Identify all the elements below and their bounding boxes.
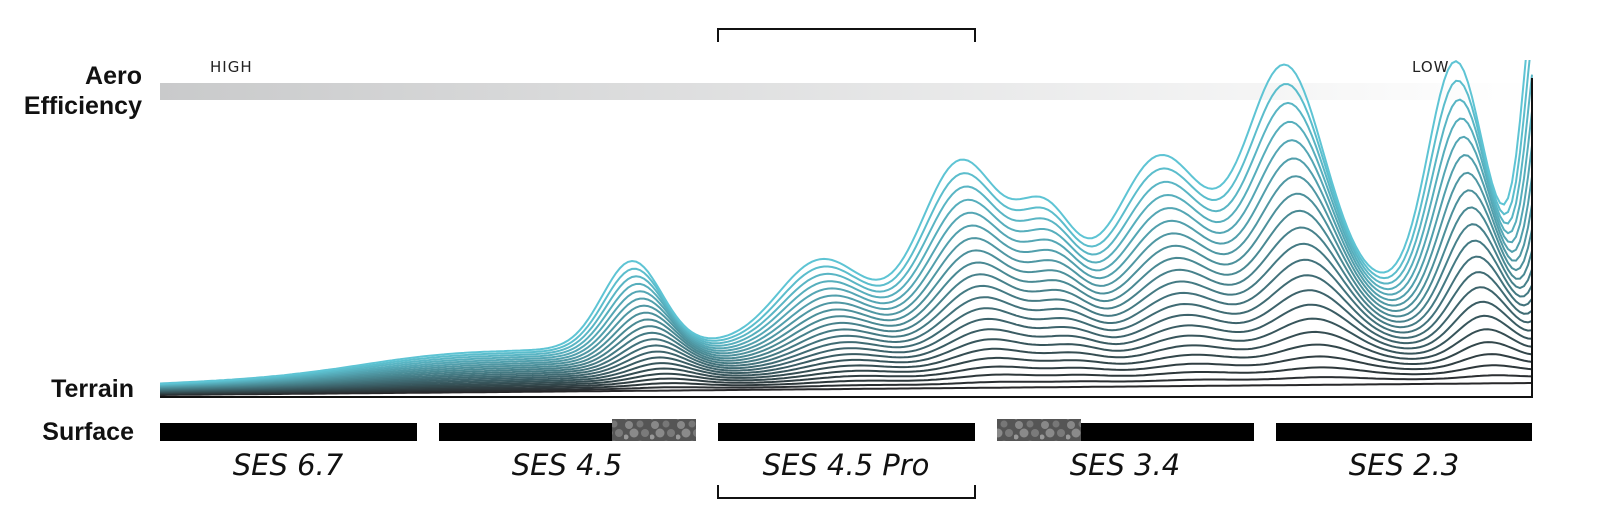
terrain-label: Terrain xyxy=(51,375,134,403)
surface-bars xyxy=(160,419,1532,441)
ridge-line xyxy=(160,374,1533,396)
surface-bar xyxy=(160,423,417,441)
ridge-line xyxy=(160,364,1533,395)
gravel-texture xyxy=(997,419,1081,441)
ridge-line xyxy=(160,135,1533,387)
aero-gradient-bar xyxy=(160,83,1532,100)
ridge-line xyxy=(160,154,1533,388)
ridge-line xyxy=(160,300,1533,393)
ridge-line xyxy=(160,189,1533,389)
low-label: LOW xyxy=(1412,58,1449,76)
ridge-line xyxy=(160,353,1533,395)
surface-bar xyxy=(1276,423,1532,441)
terrain-ridges xyxy=(160,60,1533,396)
ridge-line xyxy=(160,74,1533,386)
aero-label: Aero xyxy=(85,62,142,90)
ridge-line xyxy=(160,60,1527,385)
high-label: HIGH xyxy=(210,58,253,76)
efficiency-label: Efficiency xyxy=(24,92,142,120)
ridge-line xyxy=(160,171,1533,388)
product-label: SES 3.4 xyxy=(1070,448,1180,482)
ridge-line xyxy=(160,223,1533,390)
product-labels: SES 6.7 SES 4.5 SES 4.5 Pro SES 3.4 SES 2.3 xyxy=(233,448,1459,482)
ridge-line xyxy=(160,60,1531,386)
ridge-line xyxy=(160,382,1532,396)
surface-bar xyxy=(718,423,975,441)
product-label: SES 2.3 xyxy=(1349,448,1459,482)
ridge-line xyxy=(160,111,1533,387)
bottom-bracket xyxy=(717,485,976,499)
ridge-line xyxy=(160,286,1533,392)
ridge-line xyxy=(160,255,1533,391)
gravel-texture xyxy=(612,419,696,441)
product-label: SES 4.5 xyxy=(512,448,622,482)
product-label: SES 6.7 xyxy=(233,448,344,482)
ridge-line xyxy=(160,271,1533,392)
ridge-line xyxy=(160,341,1533,394)
ridge-line xyxy=(160,328,1533,394)
surface-label: Surface xyxy=(42,418,134,446)
ridge-line xyxy=(160,239,1533,391)
top-bracket xyxy=(717,28,976,42)
product-label: SES 4.5 Pro xyxy=(763,448,930,482)
ridge-line xyxy=(160,314,1533,393)
ridge-line xyxy=(160,206,1533,389)
